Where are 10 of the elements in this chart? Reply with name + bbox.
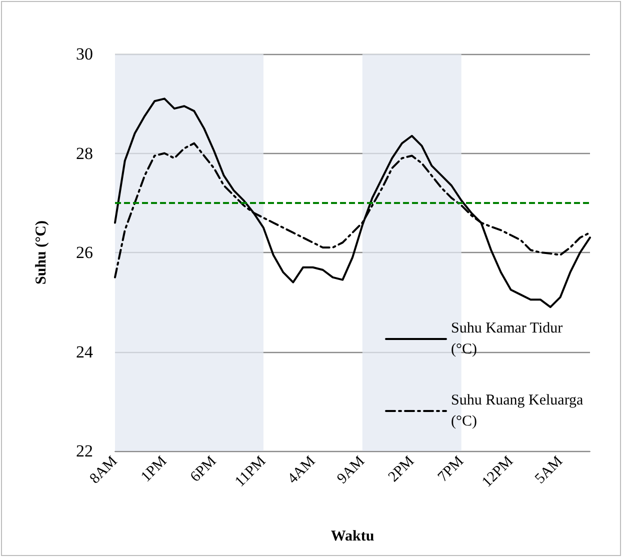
y-tick-label: 26 bbox=[76, 243, 93, 262]
y-axis-title: Suhu (°C) bbox=[34, 220, 50, 284]
legend-label: Suhu Ruang Keluarga (°C) bbox=[451, 392, 587, 430]
legend-label: Suhu Kamar Tidur (°C) bbox=[451, 320, 566, 358]
y-tick-label: 28 bbox=[76, 144, 93, 163]
x-axis-title: Waktu bbox=[330, 528, 374, 544]
y-tick-label: 22 bbox=[76, 442, 93, 460]
y-tick-label: 24 bbox=[76, 342, 94, 362]
y-tick-label: 30 bbox=[76, 44, 93, 64]
line-series bbox=[114, 98, 591, 308]
